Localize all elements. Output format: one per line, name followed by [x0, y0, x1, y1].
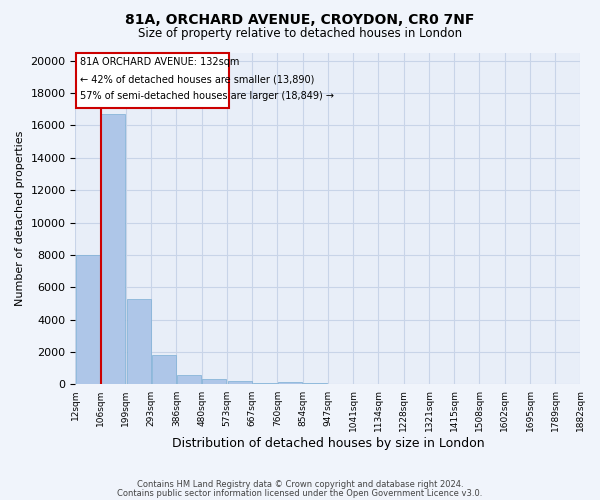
- Text: Contains public sector information licensed under the Open Government Licence v3: Contains public sector information licen…: [118, 488, 482, 498]
- FancyBboxPatch shape: [76, 54, 229, 108]
- Text: Size of property relative to detached houses in London: Size of property relative to detached ho…: [138, 28, 462, 40]
- Bar: [76, 255, 100, 384]
- Text: Contains HM Land Registry data © Crown copyright and database right 2024.: Contains HM Land Registry data © Crown c…: [137, 480, 463, 489]
- Text: 81A, ORCHARD AVENUE, CROYDON, CR0 7NF: 81A, ORCHARD AVENUE, CROYDON, CR0 7NF: [125, 12, 475, 26]
- X-axis label: Distribution of detached houses by size in London: Distribution of detached houses by size …: [172, 437, 484, 450]
- Bar: [202, 379, 226, 384]
- Bar: [152, 356, 176, 384]
- Text: ← 42% of detached houses are smaller (13,890): ← 42% of detached houses are smaller (13…: [80, 74, 314, 85]
- Bar: [253, 383, 277, 384]
- Text: 57% of semi-detached houses are larger (18,849) →: 57% of semi-detached houses are larger (…: [80, 92, 334, 102]
- Bar: [227, 381, 251, 384]
- Text: 81A ORCHARD AVENUE: 132sqm: 81A ORCHARD AVENUE: 132sqm: [80, 58, 239, 68]
- Y-axis label: Number of detached properties: Number of detached properties: [15, 131, 25, 306]
- Bar: [304, 383, 328, 384]
- Bar: [127, 298, 151, 384]
- Bar: [278, 382, 302, 384]
- Bar: [101, 114, 125, 384]
- Bar: [177, 374, 201, 384]
